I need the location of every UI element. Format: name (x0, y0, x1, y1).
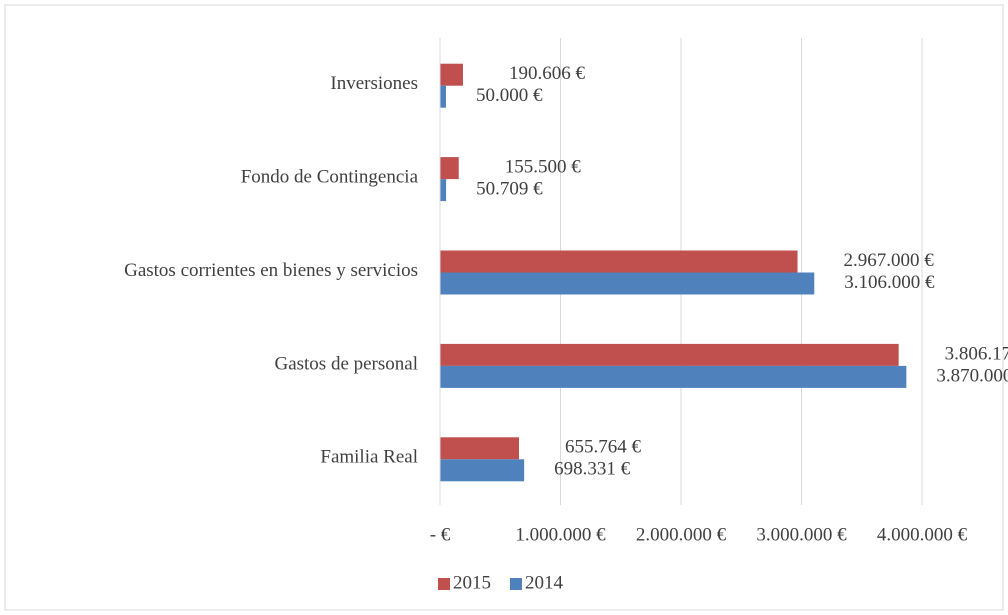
bar (440, 365, 907, 388)
data-label: 2.967.000 € (844, 250, 935, 271)
bar (440, 459, 525, 482)
bar (440, 157, 459, 180)
data-label: 190.606 € (509, 63, 586, 84)
data-label: 50.709 € (476, 178, 543, 199)
bar (440, 85, 447, 108)
data-label: 655.764 € (565, 437, 642, 458)
data-label: 698.331 € (554, 459, 631, 480)
data-label: 3.870.000 € (936, 365, 1008, 386)
x-tick-label: - € (430, 524, 451, 545)
y-tick-label: Familia Real (320, 447, 418, 468)
bar (440, 343, 899, 366)
bar (440, 179, 447, 202)
legend-label: 2015 (453, 572, 491, 593)
chart-border (4, 4, 1004, 611)
bar (440, 63, 463, 86)
legend-swatch (510, 578, 522, 590)
legend-label: 2014 (525, 572, 564, 593)
data-label: 3.806.170 € (945, 343, 1008, 364)
x-tick-label: 4.000.000 € (877, 524, 968, 545)
y-tick-label: Gastos corrientes en bienes y servicios (124, 260, 418, 281)
y-tick-label: Fondo de Contingencia (241, 166, 419, 187)
bar (440, 250, 798, 273)
y-tick-label: Inversiones (330, 73, 418, 94)
bar (440, 272, 815, 295)
data-label: 155.500 € (505, 156, 582, 177)
legend-swatch (438, 578, 450, 590)
x-tick-label: 1.000.000 € (515, 524, 606, 545)
x-tick-label: 3.000.000 € (756, 524, 847, 545)
bar (440, 437, 520, 460)
x-tick-label: 2.000.000 € (636, 524, 727, 545)
y-tick-label: Gastos de personal (274, 353, 418, 374)
data-label: 50.000 € (476, 85, 543, 106)
data-label: 3.106.000 € (844, 272, 935, 293)
